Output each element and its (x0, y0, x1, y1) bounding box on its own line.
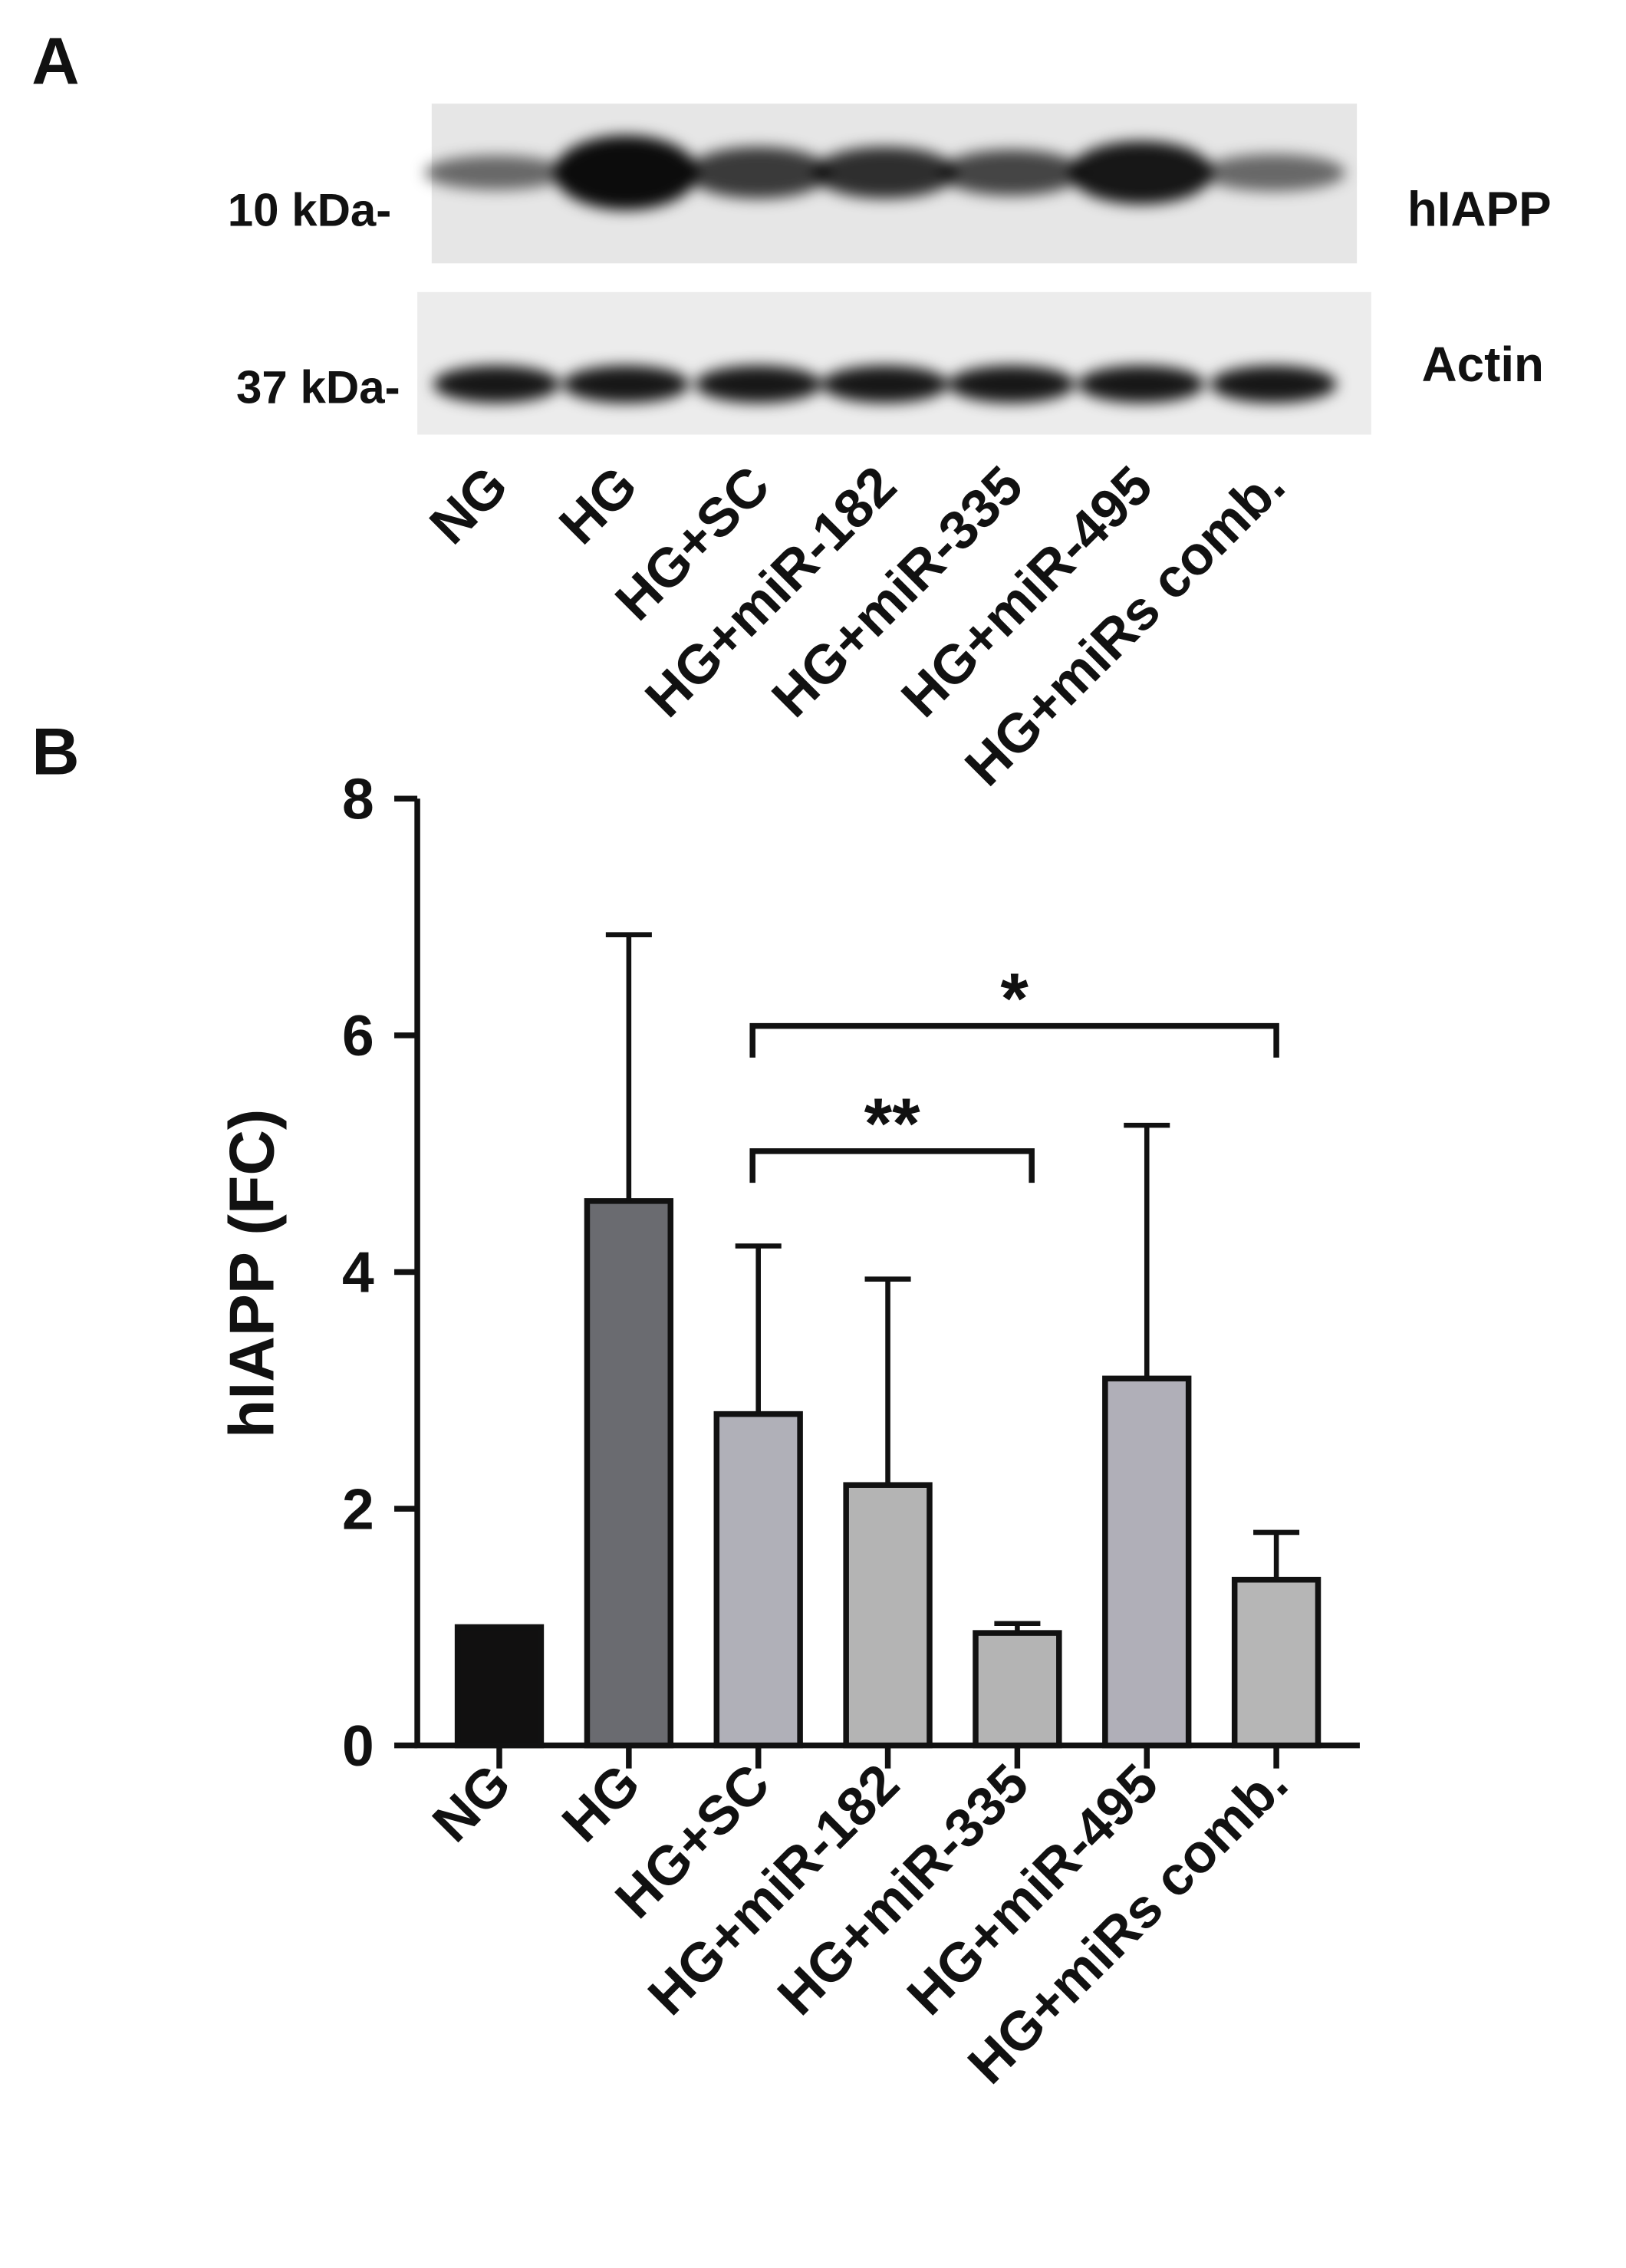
blot-bands (424, 135, 1346, 403)
lane-label: NG (418, 455, 519, 556)
x-tick-label: HG (551, 1753, 652, 1854)
lane-label: HG (548, 455, 649, 556)
blot-band (813, 146, 957, 199)
band-label: Actin (1422, 337, 1544, 392)
panel-label: B (31, 715, 79, 788)
significance-bracket (749, 1148, 1035, 1183)
blot-band (948, 365, 1075, 403)
blot-band (695, 365, 822, 403)
error-bar (605, 932, 652, 1201)
blot-strip (417, 291, 1371, 435)
blot-band (1210, 365, 1337, 403)
error-bar (1124, 1122, 1170, 1379)
blot-band (554, 135, 698, 210)
blot-band (433, 365, 560, 403)
blot-band (424, 155, 569, 190)
significance-label: ** (864, 1083, 921, 1164)
bar (454, 1624, 545, 1749)
y-tick-label: 6 (342, 1003, 374, 1068)
blot-band (562, 365, 690, 403)
bar (1102, 1375, 1192, 1749)
y-tick-label: 8 (342, 766, 374, 831)
blot-band (821, 365, 949, 403)
bar (1231, 1576, 1322, 1749)
significance-bracket (749, 1022, 1279, 1058)
blot-band (1068, 140, 1213, 205)
error-bar (994, 1621, 1041, 1634)
blot-band (1201, 153, 1346, 192)
blot-band (940, 150, 1084, 196)
error-bar (864, 1276, 911, 1486)
bar (584, 1198, 674, 1749)
error-bar (735, 1243, 782, 1414)
error-bar (1253, 1529, 1300, 1580)
marker-label: 37 kDa- (236, 361, 400, 413)
panel-label: A (31, 25, 79, 98)
bar (973, 1630, 1062, 1749)
marker-label: 10 kDa- (228, 185, 392, 236)
y-tick-label: 2 (342, 1476, 374, 1541)
x-tick-label: NG (421, 1753, 522, 1854)
y-tick-label: 0 (342, 1713, 374, 1778)
y-tick-label: 4 (342, 1240, 374, 1305)
bar (843, 1482, 933, 1749)
y-axis-label: hIAPP (FC) (216, 1109, 287, 1438)
bar (713, 1411, 803, 1749)
band-label: hIAPP (1407, 182, 1552, 237)
blot-band (1078, 365, 1205, 403)
significance-label: * (1000, 958, 1029, 1039)
blot-band (686, 146, 831, 199)
